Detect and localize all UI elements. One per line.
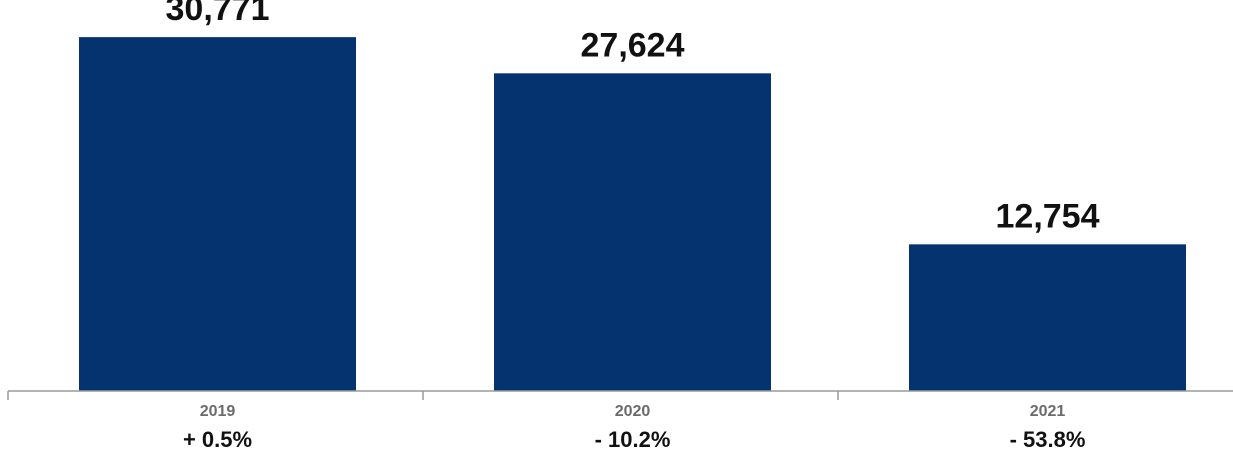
change-label-2019: + 0.5% (183, 427, 252, 452)
labels-group: 30,771 2019 + 0.5% 27,624 2020 - 10.2% 12,754 2… (166, 0, 1100, 452)
data-label-2020: 27,624 (581, 26, 685, 64)
change-label-2021: - 53.8% (1010, 427, 1086, 452)
bar-2021 (909, 244, 1186, 391)
data-label-2019: 30,771 (166, 0, 270, 28)
x-tick-label-2020: 2020 (615, 403, 651, 420)
change-label-2020: - 10.2% (595, 427, 671, 452)
data-label-2021: 12,754 (996, 197, 1100, 235)
bar-2020 (494, 73, 771, 391)
x-axis-ticks (7, 391, 839, 400)
bars-group (79, 37, 1186, 392)
bar-2019 (79, 37, 356, 392)
x-tick-label-2019: 2019 (200, 403, 236, 420)
x-tick-label-2021: 2021 (1030, 403, 1066, 420)
